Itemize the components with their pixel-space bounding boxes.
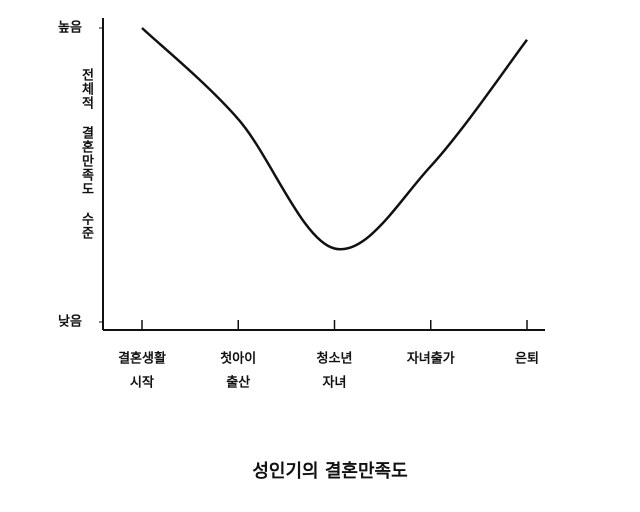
x-tick-label: 출산: [226, 375, 250, 391]
x-tick-label: 자녀: [323, 375, 347, 391]
curve: [141, 27, 528, 251]
x-tick-label: 은퇴: [515, 351, 539, 367]
y-axis-label: 전체적 결혼만족도 수준: [79, 67, 94, 240]
x-tick-label: 결혼생활: [118, 351, 166, 367]
y-tick-label: 높음: [58, 20, 82, 36]
x-tick-label: 시작: [130, 375, 154, 391]
y-tick-label: 낮음: [58, 314, 82, 330]
chart-title: 성인기의 결혼만족도: [252, 460, 407, 482]
x-tick-label: 청소년: [317, 351, 353, 367]
x-tick-label: 첫아이: [220, 351, 256, 367]
x-tick-label: 자녀출가: [407, 351, 455, 367]
